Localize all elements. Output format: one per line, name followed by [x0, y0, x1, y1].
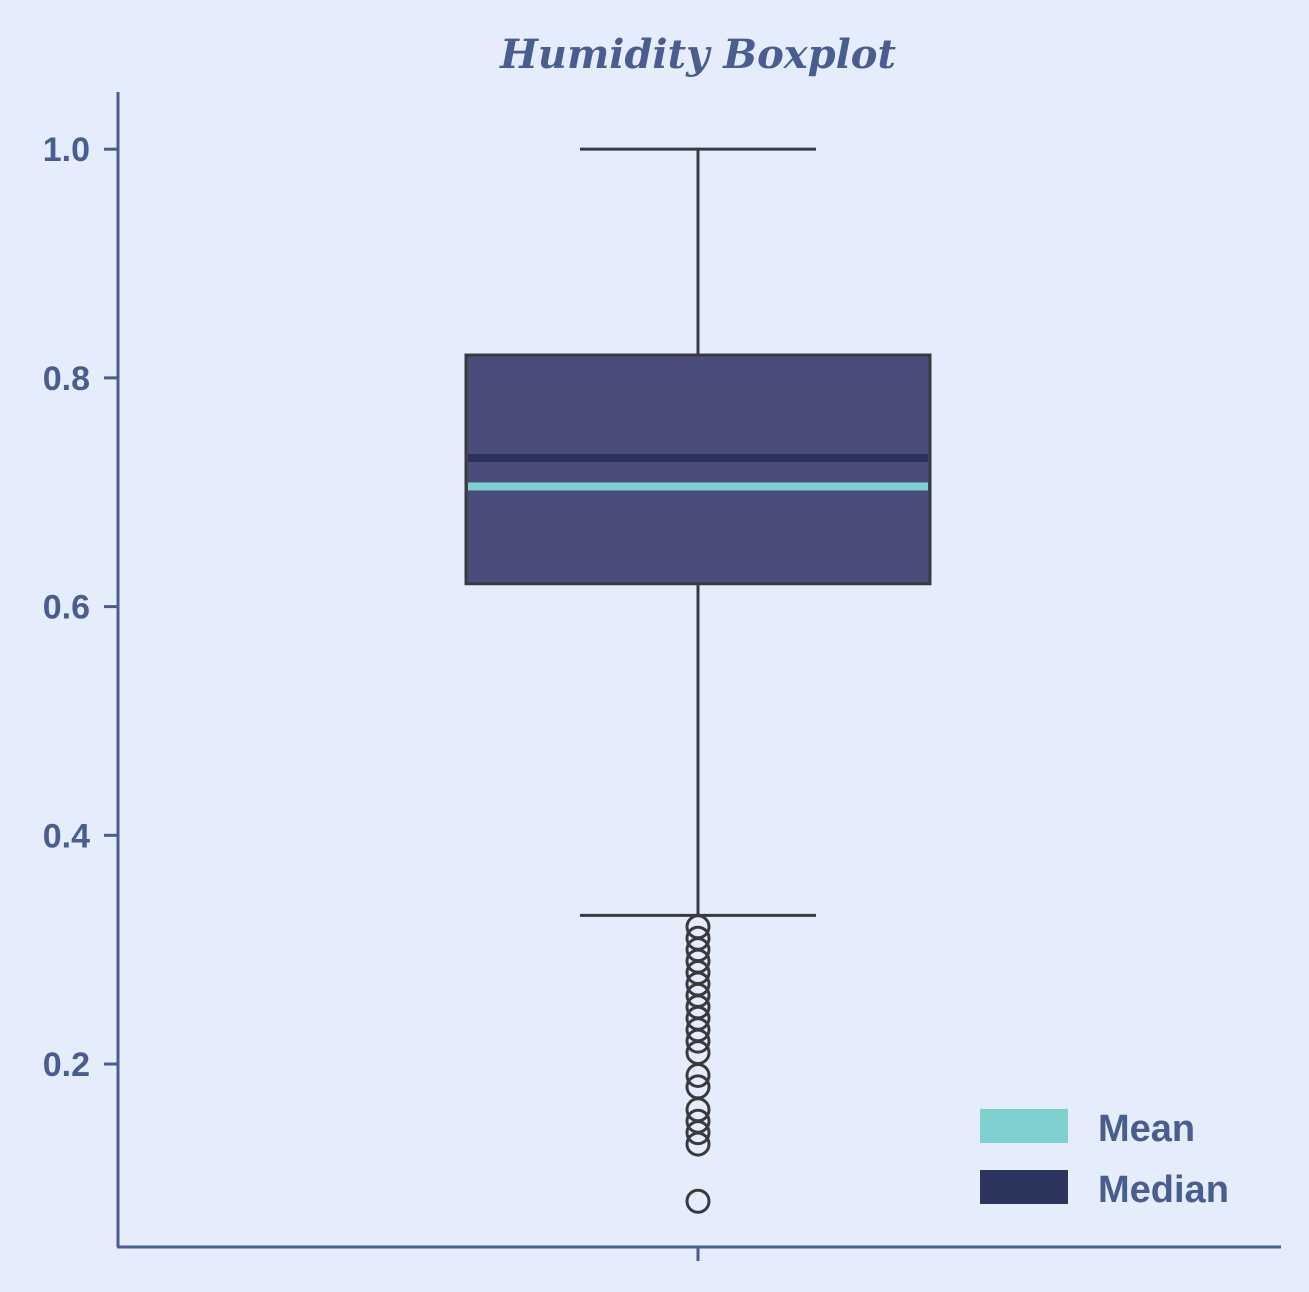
outlier-point — [685, 1120, 711, 1146]
chart-title: Humidity Boxplot — [499, 31, 896, 78]
y-tick-label: 0.8 — [43, 360, 90, 398]
outlier-point — [685, 1188, 711, 1214]
legend-swatch — [980, 1170, 1068, 1204]
box-group — [464, 147, 932, 917]
outlier-points — [685, 914, 711, 1214]
y-tick-label: 0.6 — [43, 589, 90, 627]
legend-label: Median — [1098, 1169, 1229, 1211]
y-tick-label: 0.4 — [43, 817, 90, 855]
outlier-point — [685, 1062, 711, 1088]
legend: Mean Median — [980, 1108, 1229, 1211]
legend-swatch — [980, 1109, 1068, 1143]
legend-label: Mean — [1098, 1108, 1195, 1150]
y-tick-label: 0.2 — [43, 1046, 90, 1084]
outlier-point — [685, 1131, 711, 1157]
y-ticks: 0.2 0.4 0.6 0.8 1.0 — [43, 131, 118, 1084]
iqr-box — [464, 353, 932, 586]
y-tick-label: 1.0 — [43, 131, 90, 169]
outlier-point — [685, 1028, 711, 1054]
